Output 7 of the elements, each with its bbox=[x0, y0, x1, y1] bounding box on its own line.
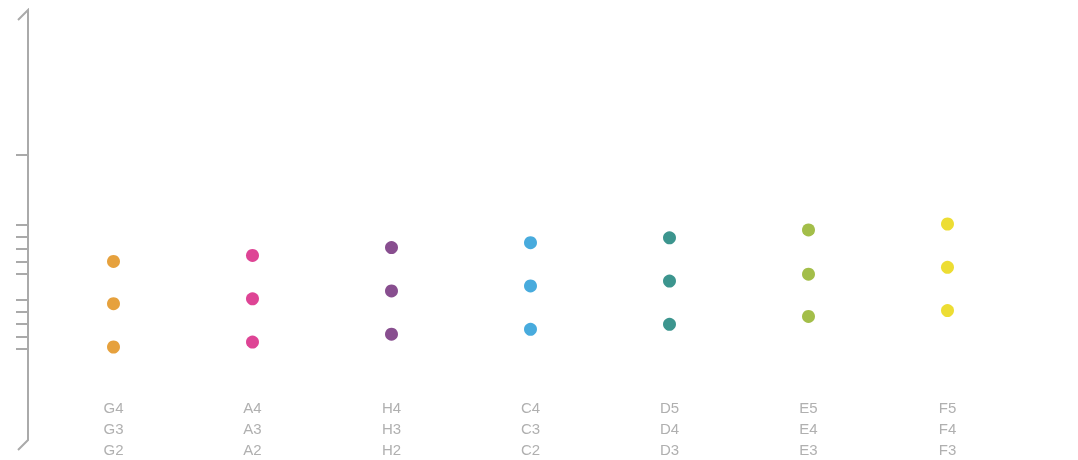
x-tick-label: E5 E4 E3 bbox=[799, 399, 818, 458]
x-tick-label: A4 A3 A2 bbox=[243, 399, 262, 458]
x-tick-label: G4 G3 G2 bbox=[103, 399, 124, 458]
x-tick-label: F5 F4 F3 bbox=[938, 399, 957, 458]
x-tick-label: D5 D4 D3 bbox=[659, 399, 680, 458]
x-tick-label: H4 H3 H2 bbox=[381, 399, 402, 458]
x-tick-label: C4 C3 C2 bbox=[520, 399, 541, 458]
